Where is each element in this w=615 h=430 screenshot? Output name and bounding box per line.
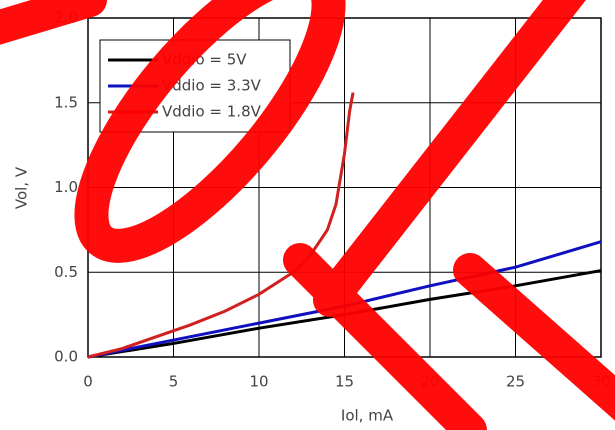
legend-label: Vddio = 1.8V: [162, 103, 262, 121]
legend-label: Vddio = 3.3V: [162, 77, 262, 95]
y-tick-label: 0.0: [54, 348, 78, 366]
x-tick-label: 15: [335, 373, 354, 391]
y-tick-label: 1.0: [54, 178, 78, 196]
y-tick-label: 1.5: [54, 93, 78, 111]
x-tick-label: 10: [249, 373, 268, 391]
x-tick-label: 5: [169, 373, 179, 391]
x-tick-label: 0: [83, 373, 93, 391]
y-tick-label: 0.5: [54, 263, 78, 281]
x-axis-label: Iol, mA: [341, 407, 394, 425]
x-tick-label: 25: [506, 373, 525, 391]
y-axis-label: Vol, V: [13, 166, 31, 209]
